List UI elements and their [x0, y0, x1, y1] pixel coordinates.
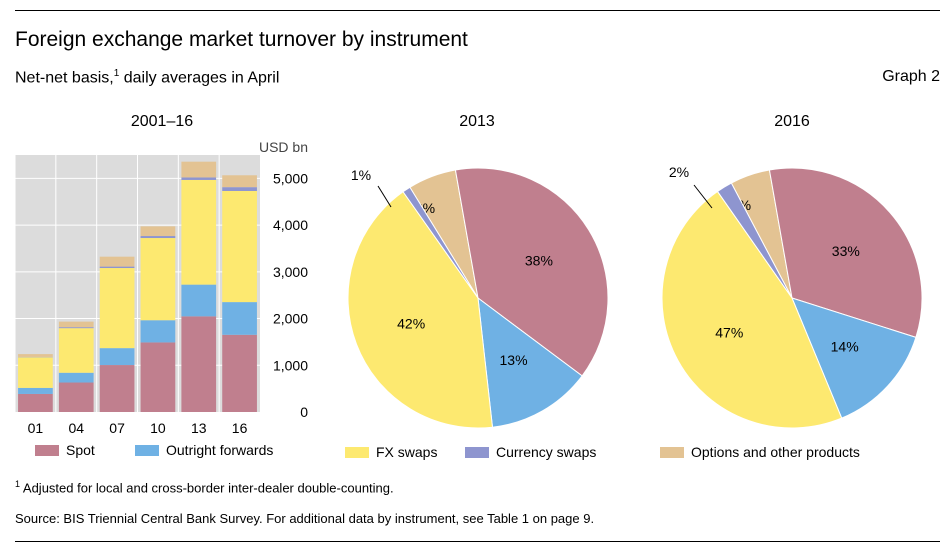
bar-spot-01 — [18, 393, 53, 412]
pie-slice-currency — [716, 182, 793, 299]
subtitle-text-rest: daily averages in April — [119, 69, 280, 87]
bar-spot-16 — [222, 334, 257, 412]
bar-spot-10 — [140, 342, 176, 412]
bar-outright-13 — [181, 284, 217, 317]
pie-2016-title: 2016 — [774, 113, 810, 130]
bar-outright-04 — [58, 372, 94, 383]
bar-options-16 — [222, 175, 257, 188]
pie-slice-spot — [454, 167, 609, 377]
pie-label-leader — [693, 184, 713, 209]
bar-spot-04 — [58, 382, 94, 412]
bar-outright-16 — [222, 302, 257, 335]
subtitle-footnote-marker: 1 — [113, 68, 120, 79]
legend-label-options: Options and other products — [691, 444, 860, 460]
y-tick-label: 4,000 — [273, 217, 308, 233]
pie-label-fxswaps: 42% — [397, 315, 425, 331]
bar-panel-title: 2001–16 — [130, 113, 194, 130]
bar-currency-13 — [181, 177, 217, 180]
top-rule — [15, 10, 940, 11]
pie-chart-2013: 6%38%13%42%1% — [347, 167, 609, 429]
legend-swatch-currency — [465, 447, 489, 458]
chart-title: Foreign exchange market turnover by inst… — [15, 28, 468, 51]
pie-2013-title: 2013 — [459, 113, 495, 130]
x-tick-label: 13 — [191, 420, 207, 436]
pie-slice-outright — [791, 297, 917, 419]
bar-options-07 — [99, 256, 135, 267]
graph-number: Graph 2 — [882, 68, 940, 85]
bar-fxswaps-16 — [222, 190, 257, 303]
pie-chart-2016: 5%33%14%47%2% — [661, 164, 923, 429]
footnote-text: Adjusted for local and cross-border inte… — [20, 480, 394, 496]
pie-slice-outright — [477, 296, 583, 428]
y-tick-label: 2,000 — [273, 311, 308, 327]
x-tick-label: 04 — [68, 420, 84, 436]
bar-options-10 — [140, 226, 176, 237]
pie-slice-spot — [768, 167, 923, 338]
bar-outright-01 — [18, 387, 53, 394]
pie-label-spot: 38% — [525, 253, 553, 269]
footnote: 1 Adjusted for local and cross-border in… — [15, 479, 394, 495]
bar-fxswaps-07 — [99, 268, 135, 349]
bar-fxswaps-01 — [18, 357, 53, 388]
chart-subtitle: Net-net basis,1 daily averages in April — [15, 68, 279, 87]
pie-slice-fxswaps — [661, 190, 843, 429]
y-tick-label: 5,000 — [273, 170, 308, 186]
footnote-marker: 1 — [15, 479, 21, 489]
legend-swatch-outright — [135, 445, 159, 456]
pie-label-outright: 13% — [500, 352, 528, 368]
bar-currency-04 — [58, 327, 94, 329]
y-tick-label: 1,000 — [273, 357, 308, 373]
legend-label-spot: Spot — [66, 442, 95, 458]
bottom-rule — [15, 541, 940, 542]
bar-fxswaps-13 — [181, 179, 217, 285]
pie-label-spot: 33% — [832, 243, 860, 259]
legend-label-outright: Outright forwards — [166, 442, 273, 458]
legend-swatch-spot — [35, 445, 59, 456]
pie-label-currency: 1% — [351, 167, 371, 183]
bar-outright-07 — [99, 348, 135, 366]
bar-options-13 — [181, 161, 217, 178]
source-note: Source: BIS Triennial Central Bank Surve… — [15, 511, 595, 526]
bar-currency-07 — [99, 266, 135, 269]
pie-label-currency: 2% — [669, 164, 689, 180]
x-tick-label: 07 — [109, 420, 125, 436]
pie-label-leader — [377, 185, 392, 208]
bar-currency-16 — [222, 187, 257, 191]
y-tick-label: 0 — [300, 404, 308, 420]
x-tick-label: 16 — [232, 420, 248, 436]
bar-currency-10 — [140, 236, 176, 239]
x-tick-label: 10 — [150, 420, 166, 436]
bar-spot-13 — [181, 316, 217, 412]
bar-chart: 0 1,000 2,000 3,000 4,000 5,000 01 04 07 10 13 16 US… — [14, 139, 308, 436]
bar-spot-07 — [99, 365, 135, 412]
subtitle-text: Net-net basis, — [15, 69, 114, 87]
pie-slice-currency — [402, 186, 479, 299]
x-tick-label: 01 — [28, 420, 44, 436]
y-axis-unit: USD bn — [259, 139, 308, 155]
y-tick-label: 3,000 — [273, 264, 308, 280]
bar-options-04 — [58, 321, 94, 328]
legend: Spot Outright forwards FX swaps Currency sw… — [35, 442, 860, 460]
bar-fxswaps-10 — [140, 238, 176, 321]
pie-label-fxswaps: 47% — [715, 324, 743, 340]
legend-label-fxswaps: FX swaps — [376, 444, 437, 460]
legend-swatch-fxswaps — [345, 447, 369, 458]
pie-slice-fxswaps — [347, 191, 494, 429]
bar-options-01 — [18, 354, 53, 357]
legend-swatch-options — [660, 447, 684, 458]
legend-label-currency: Currency swaps — [496, 444, 596, 460]
bar-fxswaps-04 — [58, 328, 94, 373]
pie-label-outright: 14% — [831, 338, 859, 354]
bar-outright-10 — [140, 320, 176, 343]
